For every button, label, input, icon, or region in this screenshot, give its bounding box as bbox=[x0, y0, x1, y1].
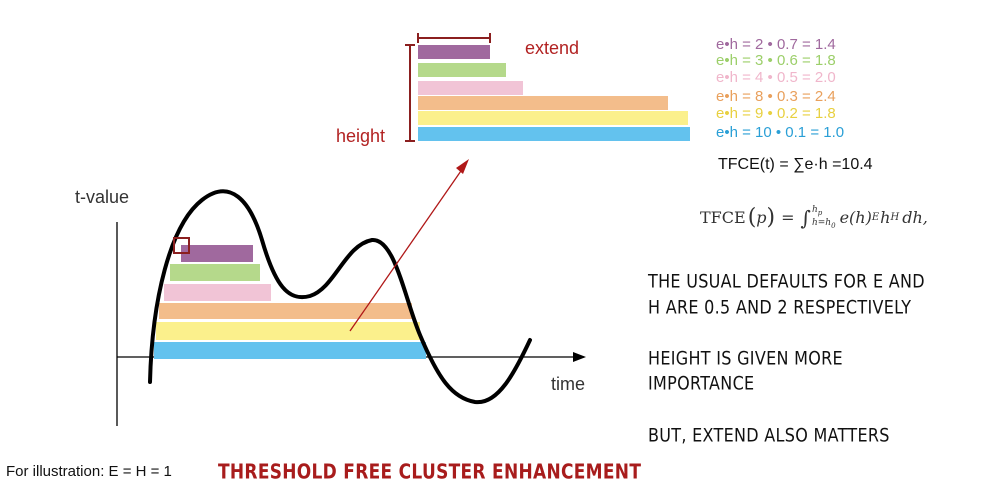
equation-6: e•h = 10 • 0.1 = 1.0 bbox=[716, 124, 845, 141]
x-axis-label: time bbox=[551, 374, 586, 394]
x-axis-arrowhead bbox=[573, 352, 586, 362]
equation-2: e•h = 3 • 0.6 = 1.8 bbox=[716, 52, 836, 69]
formula-limits: hp h=h0 bbox=[811, 205, 836, 230]
formula-integral: ∫ bbox=[800, 205, 811, 230]
threshold-bar-blue bbox=[154, 342, 426, 359]
formula-eq: = bbox=[781, 208, 795, 228]
legend-bar-green bbox=[418, 63, 506, 77]
legend-bar-pink bbox=[418, 81, 523, 95]
threshold-bar-orange bbox=[159, 303, 412, 319]
note-defaults-line2: H are 0.5 and 2 respectively bbox=[648, 296, 912, 319]
formula-body2: h bbox=[880, 208, 891, 228]
tfce-formula: TFCE ( p ) = ∫ hp h=h0 e(h) E h H dh, bbox=[700, 205, 928, 231]
pointer-arrowhead bbox=[456, 159, 469, 174]
threshold-bar-purple bbox=[181, 245, 253, 262]
note-height-line2: importance bbox=[648, 372, 755, 395]
formula-lhs: TFCE bbox=[700, 208, 746, 228]
threshold-bar-pink bbox=[164, 284, 271, 301]
note-extend: But, extend also matters bbox=[648, 424, 890, 447]
signal-curve bbox=[148, 189, 532, 405]
threshold-bar-green bbox=[170, 264, 260, 281]
note-defaults-line1: The usual defaults for E and bbox=[648, 270, 925, 293]
tfce-sum: TFCE(t) = ∑e·h =10.4 bbox=[718, 156, 873, 173]
y-axis-label: t-value bbox=[75, 187, 130, 207]
formula-exp1: E bbox=[871, 212, 880, 224]
pointer-arrow bbox=[349, 167, 464, 332]
threshold-bars bbox=[154, 245, 426, 359]
threshold-bar-yellow bbox=[156, 322, 420, 340]
footer-title: Threshold Free Cluster Enhancement bbox=[218, 461, 642, 485]
extend-label: extend bbox=[525, 38, 580, 58]
equation-4: e•h = 8 • 0.3 = 2.4 bbox=[716, 88, 836, 105]
equation-5: e•h = 9 • 0.2 = 1.8 bbox=[716, 105, 836, 122]
equation-1: e•h = 2 • 0.7 = 1.4 bbox=[716, 36, 836, 53]
height-label: height bbox=[336, 126, 386, 146]
formula-arg: p bbox=[756, 208, 767, 228]
footer-illustration: For illustration: E = H = 1 bbox=[6, 463, 172, 480]
legend-bar-yellow bbox=[418, 111, 688, 125]
formula-paren-close: ) bbox=[766, 205, 776, 231]
equation-3: e•h = 4 • 0.5 = 2.0 bbox=[716, 69, 836, 86]
extend-bracket bbox=[417, 33, 491, 43]
legend-bars bbox=[418, 45, 690, 141]
formula-body1: e(h) bbox=[839, 208, 872, 228]
legend-bar-blue bbox=[418, 127, 690, 141]
formula-tail: dh, bbox=[902, 208, 928, 228]
legend-bar-orange bbox=[418, 96, 668, 110]
formula-paren-open: ( bbox=[747, 205, 757, 231]
formula-exp2: H bbox=[890, 212, 900, 224]
legend-bar-purple bbox=[418, 45, 490, 59]
highlight-square bbox=[173, 237, 190, 254]
height-bracket bbox=[405, 44, 415, 142]
note-height-line1: Height is given more bbox=[648, 347, 843, 370]
